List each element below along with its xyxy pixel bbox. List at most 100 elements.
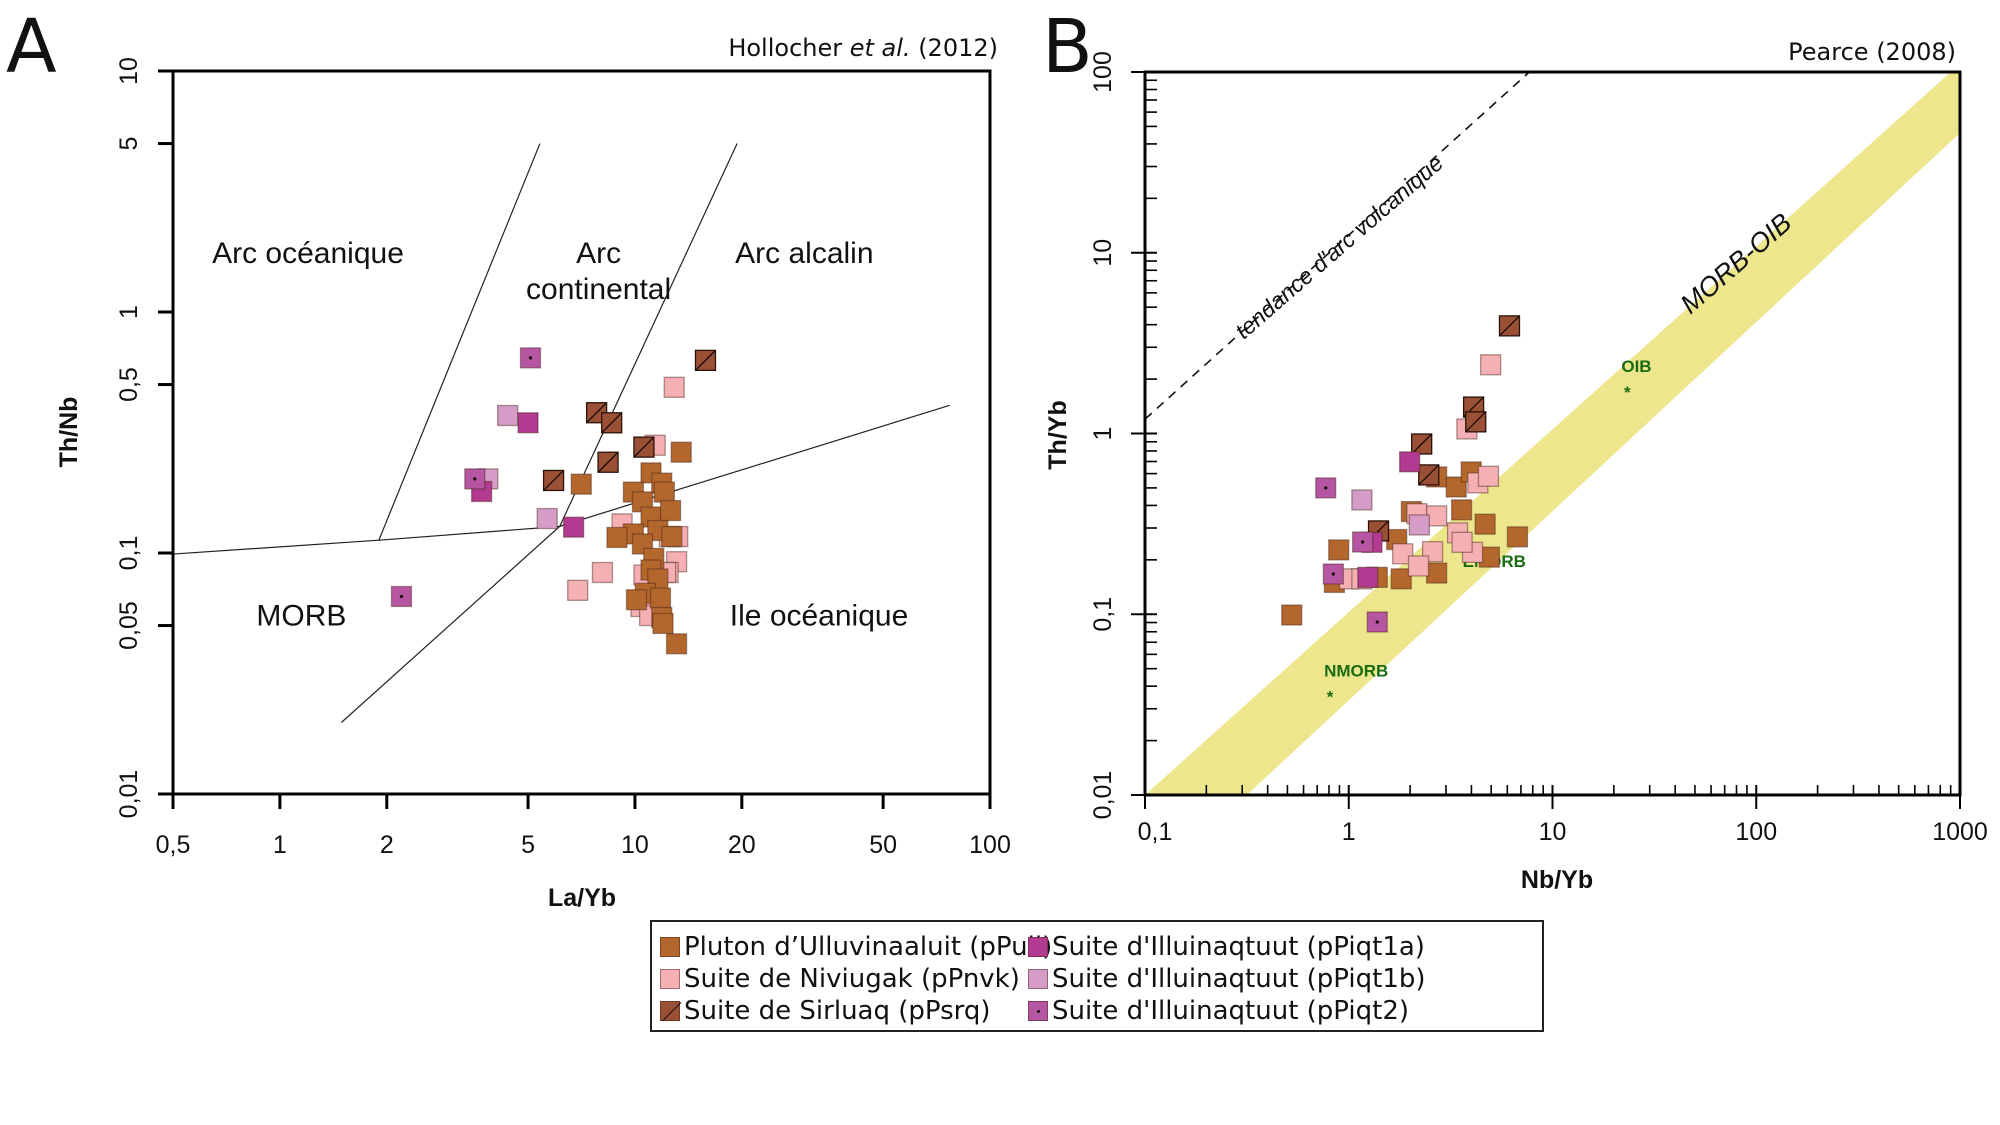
panel-b-x-axis: 0,1 1 10 100 1000 <box>1138 785 1988 846</box>
y-tick-label: 0,01 <box>1089 771 1117 820</box>
data-point-ppsrq <box>1411 433 1433 455</box>
data-point-ppsrq <box>694 349 717 372</box>
data-point-ppnvk <box>591 561 614 584</box>
marker-square <box>665 633 688 655</box>
marker-square <box>1425 562 1448 584</box>
legend-column-left: Pluton d’Ulluvinaaluit (pPull) Suite de … <box>660 931 1052 1027</box>
marker-diagonal <box>1465 411 1487 433</box>
marker-square <box>1407 555 1430 577</box>
y-tick-label: 0,1 <box>115 536 143 571</box>
x-tick-label: 1 <box>273 831 287 859</box>
data-point-ppull <box>659 499 682 522</box>
data-point-ppull <box>670 441 692 463</box>
panel-b-y-axis-title: Th/Yb <box>1044 400 1072 469</box>
panel-b: B Pearce (2008) MORB-OIB tendance d'arc … <box>1042 4 1988 894</box>
panel-b-source: Pearce (2008) <box>1788 38 1956 66</box>
region-label: Arc <box>576 237 621 270</box>
marker-square <box>653 481 675 503</box>
legend-item-ppiqt2: Suite d'Illuinaqtuut (pPiqt2) <box>1028 995 1426 1027</box>
legend-label: Pluton d’Ulluvinaaluit (pPull) <box>684 932 1053 962</box>
legend-item-ppnvk: Suite de Niviugak (pPnvk) <box>660 963 1052 995</box>
region-label: MORB <box>256 600 346 633</box>
marker-dot <box>528 356 533 360</box>
marker-square <box>659 499 682 522</box>
marker-square <box>1450 499 1473 521</box>
marker-dot <box>1375 620 1379 624</box>
panel-a-x-axis: 0,5 1 2 5 10 20 50 100 <box>156 794 1011 859</box>
panel-a-y-axis: 0,01 0,05 0,1 0,5 1 5 10 <box>115 57 173 818</box>
region-label: Ile océanique <box>730 600 908 633</box>
panel-b-points <box>1281 315 1529 633</box>
y-tick-label: 10 <box>115 57 143 85</box>
data-point-ppull <box>652 612 674 635</box>
legend-swatch-ppull <box>660 937 680 957</box>
marker-square <box>1445 476 1467 498</box>
x-tick-label: 10 <box>621 831 649 859</box>
marker-square <box>625 589 648 611</box>
marker-square <box>1390 568 1412 590</box>
marker-dot <box>1361 540 1365 544</box>
marker-square <box>663 376 685 398</box>
data-point-ppsrq <box>1418 464 1440 486</box>
x-tick-label: 20 <box>728 831 756 859</box>
y-tick-label: 0,1 <box>1089 597 1117 632</box>
legend: Pluton d’Ulluvinaaluit (pPull) Suite de … <box>650 920 1544 1032</box>
marker-square <box>1451 531 1473 553</box>
reference-label-nmorb: NMORB <box>1324 661 1388 680</box>
data-point-ppnvk <box>1392 543 1414 565</box>
panel-a-plot-frame <box>171 69 992 796</box>
y-tick-label: 10 <box>1089 239 1117 267</box>
x-tick-label: 0,1 <box>1138 818 1173 846</box>
panel-a-y-axis-title: Th/Nb <box>55 397 83 468</box>
x-tick-label: 50 <box>869 831 897 859</box>
x-tick-label: 10 <box>1539 818 1567 846</box>
x-tick-label: 2 <box>380 831 394 859</box>
marker-square <box>1408 514 1430 536</box>
panel-b-x-axis-title: Nb/Yb <box>1521 866 1593 894</box>
data-point-ppull <box>1450 499 1473 521</box>
data-point-ppsrq <box>1498 315 1521 337</box>
data-point-ppiqt1b <box>1351 489 1373 511</box>
marker-square <box>1357 566 1379 589</box>
data-point-ppiqt2 <box>519 347 542 369</box>
marker-square <box>1506 526 1529 548</box>
data-point-ppnvk <box>567 579 589 601</box>
marker-diagonal <box>586 402 608 424</box>
marker-diagonal <box>597 451 619 473</box>
panel-a: A Hollocher et al. (2012) Arc océanique A… <box>6 4 1011 912</box>
y-tick-label: 0,5 <box>115 367 143 402</box>
data-point-ppiqt1b <box>1408 514 1430 536</box>
marker-diagonal <box>1499 315 1520 337</box>
legend-item-ppiqt1a: Suite d'Illuinaqtuut (pPiqt1a) <box>1028 931 1426 963</box>
morb-oib-band <box>1145 72 1960 795</box>
x-tick-label: 1000 <box>1932 818 1988 846</box>
data-point-ppnvk <box>1477 465 1500 487</box>
data-point-ppiqt1a <box>517 412 539 434</box>
marker-diagonal <box>1418 464 1440 486</box>
legend-swatch-ppiqt1a <box>1028 937 1048 957</box>
y-tick-label: 1 <box>1089 427 1117 441</box>
data-point-ppiqt2 <box>1366 611 1388 633</box>
marker-dot <box>399 594 404 599</box>
x-tick-label: 1 <box>1342 818 1356 846</box>
marker-square <box>496 404 519 427</box>
region-label: Arc alcalin <box>735 237 873 270</box>
data-point-ppull <box>606 526 628 549</box>
data-point-ppiqt2 <box>1315 477 1337 499</box>
panel-b-letter: B <box>1042 4 1093 90</box>
region-label: Arc océanique <box>212 237 404 270</box>
marker-square <box>606 526 628 549</box>
data-point-ppiqt1b <box>496 404 519 427</box>
marker-square <box>1474 513 1496 535</box>
volcanic-arc-trend-label: tendance d'arc volcanique <box>1230 149 1448 343</box>
data-point-ppiqt2 <box>464 468 486 490</box>
legend-label: Suite d'Illuinaqtuut (pPiqt1b) <box>1052 964 1426 994</box>
marker-square <box>652 612 674 635</box>
data-point-ppull <box>653 481 675 503</box>
legend-item-ppull: Pluton d’Ulluvinaaluit (pPull) <box>660 931 1052 963</box>
marker-square <box>1477 465 1500 487</box>
legend-column-right: Suite d'Illuinaqtuut (pPiqt1a) Suite d'I… <box>1028 931 1426 1027</box>
marker-square <box>562 516 585 538</box>
marker-square <box>1392 543 1414 565</box>
